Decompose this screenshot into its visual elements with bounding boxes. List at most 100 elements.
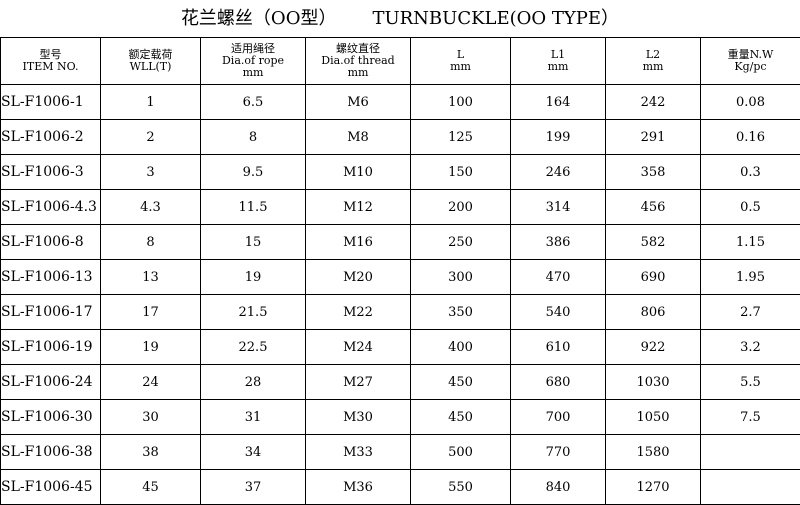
table-row: SL-F1006-8 8 15 M16 250 386 582 1.15	[0, 224, 800, 260]
table-cell: 164	[510, 84, 606, 120]
title-en: TURNBUCKLE(OO TYPE）	[372, 8, 620, 29]
table-cell: M6	[305, 84, 411, 120]
table-cell: SL-F1006-13	[0, 259, 101, 295]
table-cell: 19	[100, 329, 201, 365]
table-cell: 24	[100, 364, 201, 400]
table-cell: M30	[305, 399, 411, 435]
table-cell: 6.5	[200, 84, 306, 120]
table-cell: 0.16	[700, 119, 800, 155]
header-line: L	[456, 48, 465, 61]
table-cell: 840	[510, 469, 606, 505]
table-cell: SL-F1006-19	[0, 329, 101, 365]
table-cell: 7.5	[700, 399, 800, 435]
table-cell: M16	[305, 224, 411, 260]
table-cell: 15	[200, 224, 306, 260]
header-line: 重量N.W	[727, 48, 774, 61]
title-cn: 花兰螺丝（OO型）	[180, 8, 337, 29]
table-cell: 690	[605, 259, 701, 295]
table-cell: M33	[305, 434, 411, 470]
table-cell: 5.5	[700, 364, 800, 400]
header-line: mm	[347, 66, 369, 79]
header-cell: 型号 ITEM NO.	[0, 37, 101, 85]
table-cell: SL-F1006-30	[0, 399, 101, 435]
table-row: SL-F1006-2 2 8 M8 125 199 291 0.16	[0, 119, 800, 155]
header-line: 螺纹直径	[336, 42, 380, 55]
table-cell: 0.5	[700, 189, 800, 225]
table-cell: 1.95	[700, 259, 800, 295]
header-line: 型号	[39, 48, 62, 61]
table-cell: SL-F1006-8	[0, 224, 101, 260]
table-cell: 806	[605, 294, 701, 330]
table-cell: 0.08	[700, 84, 800, 120]
table-cell: 1270	[605, 469, 701, 505]
header-line: Dia.of rope	[221, 54, 284, 67]
table-cell: 770	[510, 434, 606, 470]
table-cell: 291	[605, 119, 701, 155]
table-cell: 350	[410, 294, 511, 330]
header-line: 适用绳径	[231, 42, 275, 55]
table-cell: 0.3	[700, 154, 800, 190]
header-cell: 额定载荷 WLL(T)	[100, 37, 201, 85]
header-line: 额定载荷	[128, 48, 173, 61]
table-cell: SL-F1006-17	[0, 294, 101, 330]
table-cell: 100	[410, 84, 511, 120]
table-cell: 1580	[605, 434, 701, 470]
table-cell: M10	[305, 154, 411, 190]
table-cell: 242	[605, 84, 701, 120]
table-cell: 450	[410, 364, 511, 400]
table-cell: 1	[100, 84, 201, 120]
table-row: SL-F1006-30 30 31 M30 450 700 1050 7.5	[0, 399, 800, 435]
header-line: L1	[550, 48, 566, 61]
table-cell: 582	[605, 224, 701, 260]
table-cell: M24	[305, 329, 411, 365]
table-cell: 470	[510, 259, 606, 295]
table-cell: M12	[305, 189, 411, 225]
table-cell: 200	[410, 189, 511, 225]
table-cell: 314	[510, 189, 606, 225]
table-cell: 300	[410, 259, 511, 295]
table-cell: 9.5	[200, 154, 306, 190]
table-cell: 4.3	[100, 189, 201, 225]
table-cell: 550	[410, 469, 511, 505]
table-cell: 386	[510, 224, 606, 260]
table-row: SL-F1006-1 1 6.5 M6 100 164 242 0.08	[0, 84, 800, 120]
header-cell: 螺纹直径 Dia.of thread mm	[305, 37, 411, 85]
table-cell: 500	[410, 434, 511, 470]
table-cell: 358	[605, 154, 701, 190]
table-cell: 700	[510, 399, 606, 435]
table-cell: SL-F1006-38	[0, 434, 101, 470]
header-line: Dia.of thread	[321, 54, 395, 67]
table-cell: 450	[410, 399, 511, 435]
table-cell: 13	[100, 259, 201, 295]
table-cell: 246	[510, 154, 606, 190]
header-cell: L2 mm	[605, 37, 701, 85]
table-cell: 3	[100, 154, 201, 190]
table-cell: 11.5	[200, 189, 306, 225]
table-cell: 8	[100, 224, 201, 260]
table-row: SL-F1006-24 24 28 M27 450 680 1030 5.5	[0, 364, 800, 400]
header-line: mm	[450, 60, 471, 73]
table-cell: 250	[410, 224, 511, 260]
table-cell: 1030	[605, 364, 701, 400]
table-cell: 400	[410, 329, 511, 365]
table-cell: 21.5	[200, 294, 306, 330]
table-cell: 19	[200, 259, 306, 295]
table-cell: 38	[100, 434, 201, 470]
empty-cell	[700, 469, 800, 505]
header-line: WLL(T)	[129, 60, 172, 73]
table-row: SL-F1006-3 3 9.5 M10 150 246 358 0.3	[0, 154, 800, 190]
table-row: SL-F1006-45 45 37 M36 550 840 1270	[0, 469, 800, 505]
table-row: SL-F1006-38 38 34 M33 500 770 1580	[0, 434, 800, 470]
table-cell: 28	[200, 364, 306, 400]
table-cell: 30	[100, 399, 201, 435]
table-cell: 3.2	[700, 329, 800, 365]
table-cell: M36	[305, 469, 411, 505]
table-cell: M8	[305, 119, 411, 155]
title: 花兰螺丝（OO型） TURNBUCKLE(OO TYPE）	[0, 0, 800, 37]
table-cell: 1.15	[700, 224, 800, 260]
table-cell: SL-F1006-4.3	[0, 189, 101, 225]
table-row: SL-F1006-19 19 22.5 M24 400 610 922 3.2	[0, 329, 800, 365]
table-cell: M22	[305, 294, 411, 330]
